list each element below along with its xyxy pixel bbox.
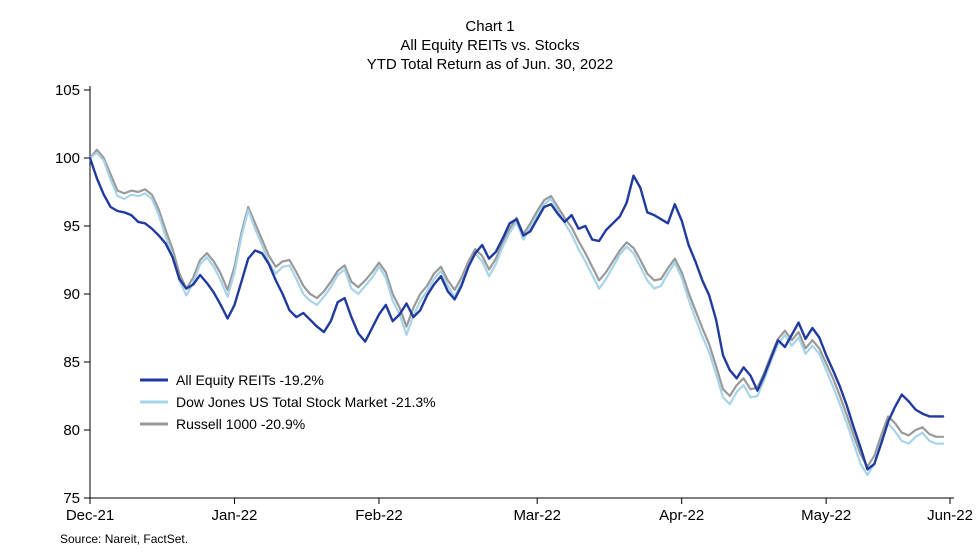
x-tick-label: Mar-22 (513, 507, 561, 524)
x-tick-label: May-22 (801, 507, 851, 524)
x-tick-label: Feb-22 (355, 507, 403, 524)
x-tick-label: Jan-22 (212, 507, 258, 524)
chart-container: { "chart": { "type": "line", "title_line… (0, 0, 980, 552)
source-note: Source: Nareit, FactSet. (60, 532, 188, 546)
legend-label-dow: Dow Jones US Total Stock Market -21.3% (176, 394, 436, 410)
y-tick-label: 90 (63, 286, 80, 303)
y-tick-label: 85 (63, 354, 80, 371)
y-tick-label: 80 (63, 422, 80, 439)
x-tick-label: Apr-22 (659, 507, 704, 524)
y-tick-label: 100 (55, 150, 80, 167)
y-tick-label: 105 (55, 82, 80, 99)
x-tick-label: Jun-22 (927, 507, 973, 524)
legend-label-russell: Russell 1000 -20.9% (176, 416, 305, 432)
y-tick-label: 75 (63, 490, 80, 507)
x-tick-label: Dec-21 (66, 507, 114, 524)
line-chart-svg: 75 80 85 90 95 100 105 Dec-21 Jan-22 Feb-22 Mar-22… (0, 0, 980, 552)
legend-label-reits: All Equity REITs -19.2% (176, 372, 324, 388)
y-tick-label: 95 (63, 218, 80, 235)
